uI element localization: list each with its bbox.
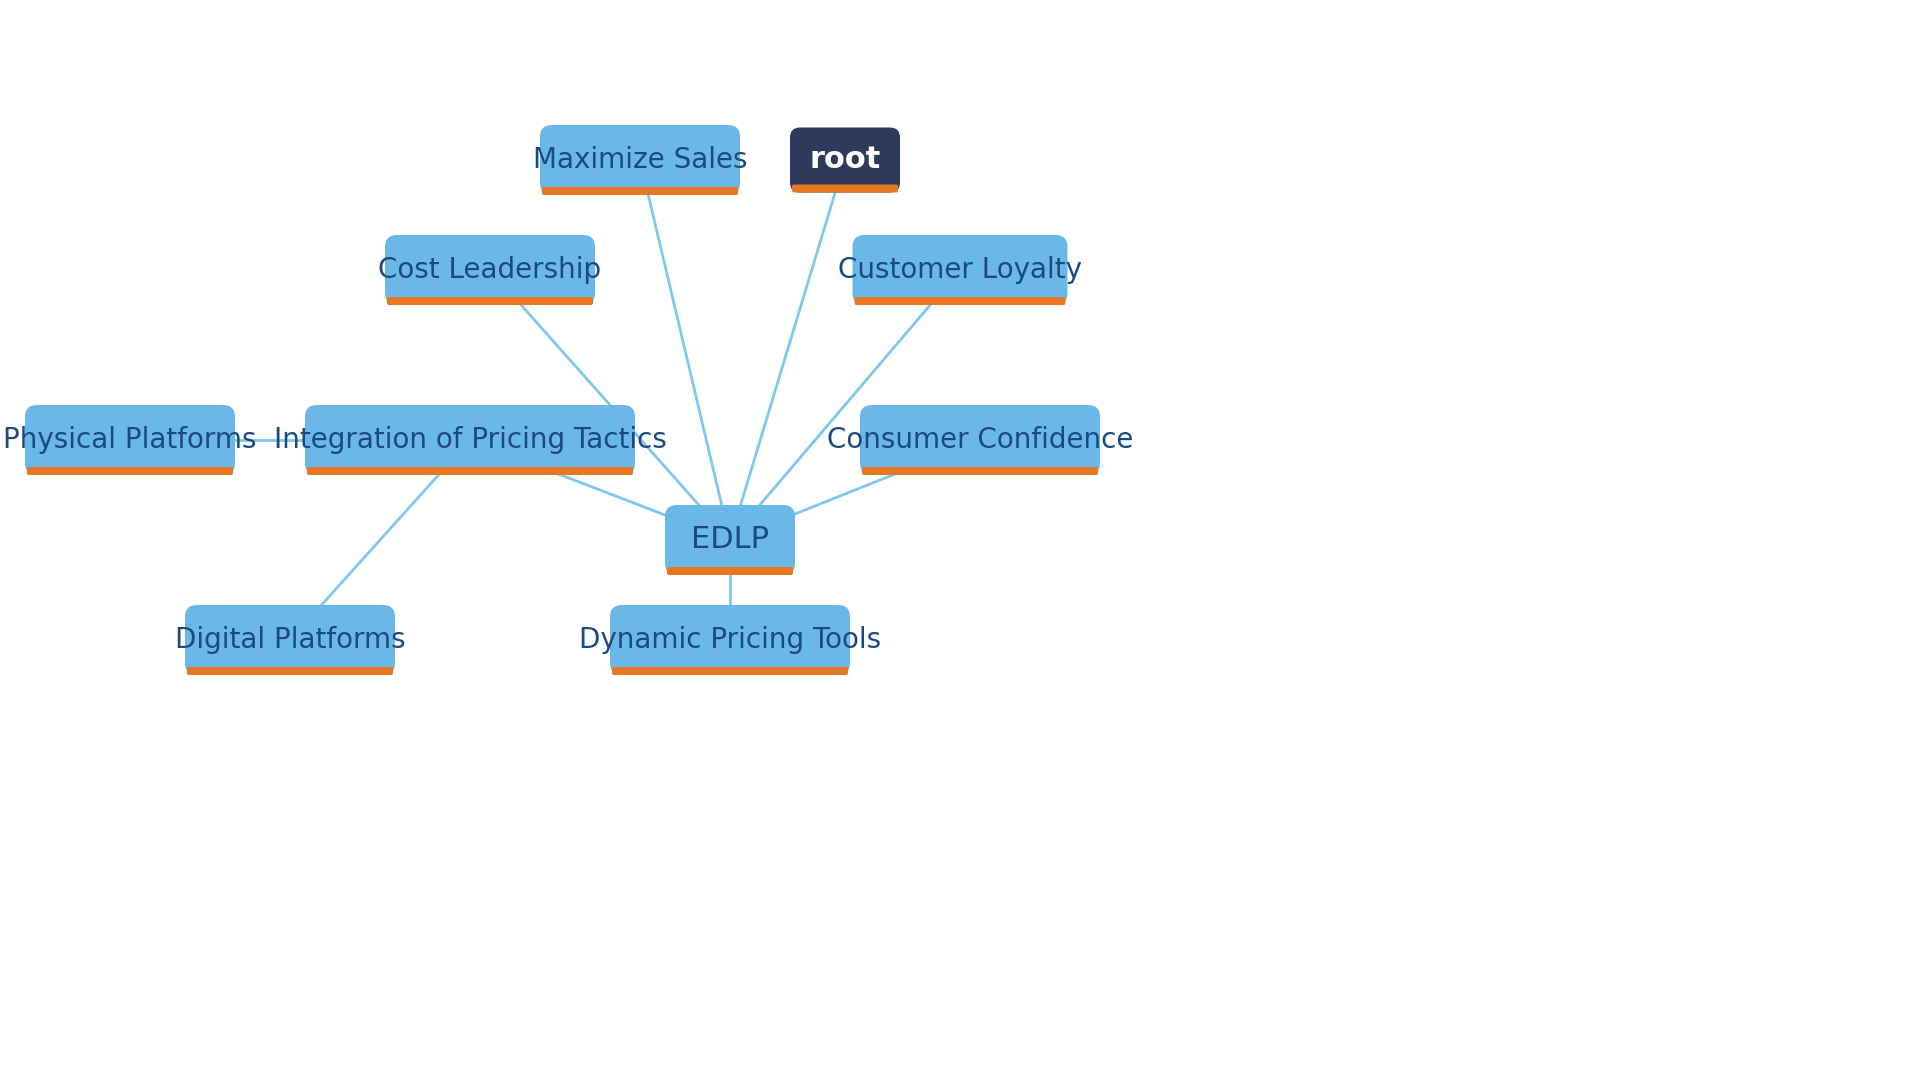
Text: Dynamic Pricing Tools: Dynamic Pricing Tools <box>580 626 881 654</box>
Text: Cost Leadership: Cost Leadership <box>378 256 601 284</box>
FancyBboxPatch shape <box>666 567 793 575</box>
FancyBboxPatch shape <box>612 667 849 675</box>
FancyBboxPatch shape <box>186 667 394 675</box>
FancyBboxPatch shape <box>664 505 795 575</box>
Text: Consumer Confidence: Consumer Confidence <box>828 426 1133 454</box>
FancyBboxPatch shape <box>541 187 737 195</box>
FancyBboxPatch shape <box>791 185 899 192</box>
FancyBboxPatch shape <box>854 297 1066 305</box>
FancyBboxPatch shape <box>305 405 636 475</box>
Text: Digital Platforms: Digital Platforms <box>175 626 405 654</box>
Text: Customer Loyalty: Customer Loyalty <box>837 256 1083 284</box>
FancyBboxPatch shape <box>860 405 1100 475</box>
FancyBboxPatch shape <box>184 605 396 675</box>
FancyBboxPatch shape <box>25 405 234 475</box>
FancyBboxPatch shape <box>388 297 593 305</box>
FancyBboxPatch shape <box>611 605 851 675</box>
Text: EDLP: EDLP <box>691 526 770 554</box>
Text: Maximize Sales: Maximize Sales <box>532 146 747 174</box>
FancyBboxPatch shape <box>27 467 232 475</box>
FancyBboxPatch shape <box>307 467 634 475</box>
FancyBboxPatch shape <box>789 127 900 192</box>
FancyBboxPatch shape <box>540 125 739 195</box>
FancyBboxPatch shape <box>386 235 595 305</box>
Text: Integration of Pricing Tactics: Integration of Pricing Tactics <box>273 426 666 454</box>
Text: root: root <box>810 146 881 175</box>
FancyBboxPatch shape <box>862 467 1098 475</box>
FancyBboxPatch shape <box>852 235 1068 305</box>
Text: Physical Platforms: Physical Platforms <box>4 426 257 454</box>
